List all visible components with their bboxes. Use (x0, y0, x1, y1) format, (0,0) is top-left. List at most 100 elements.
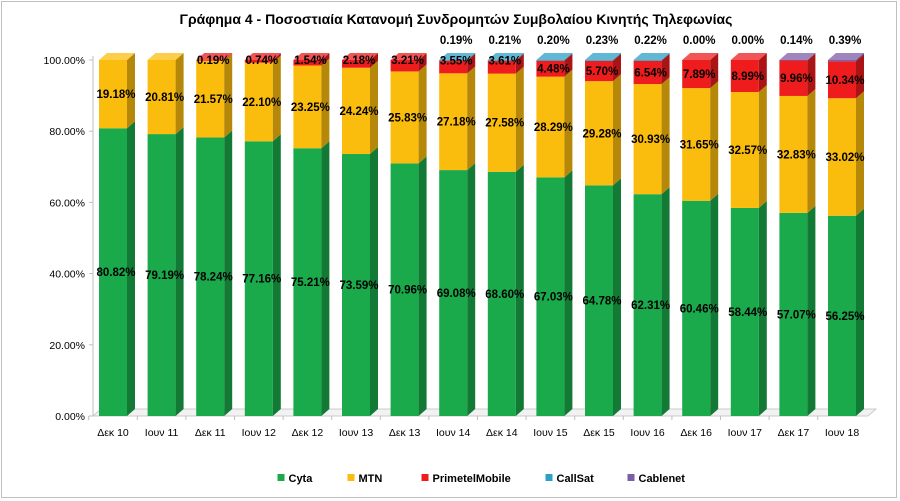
bar-side-cyta (710, 193, 719, 416)
x-tick-label: Ιουν 16 (630, 427, 665, 439)
data-label-callsat: 0.00% (731, 35, 764, 47)
data-label-primetelmobile: 3.55% (440, 56, 473, 68)
data-label-cyta: 78.24% (194, 272, 233, 284)
x-tick-label: Δεκ 10 (97, 427, 129, 439)
bar-side-mtn (515, 66, 524, 172)
legend-swatch (627, 474, 635, 481)
data-label-mtn: 29.28% (582, 128, 621, 140)
data-label-cyta: 73.59% (339, 280, 378, 292)
bar-side-primetelmobile (418, 53, 427, 72)
data-label-mtn: 30.93% (631, 134, 670, 146)
legend-label: Cablenet (639, 473, 686, 485)
data-label-cyta: 75.21% (291, 277, 330, 289)
bar-segment-callsat (585, 60, 613, 61)
bar-segment-primetelmobile (536, 60, 565, 77)
x-tick-label: Δεκ 14 (486, 427, 518, 439)
legend-swatch (347, 474, 355, 481)
bar-top-cap (390, 53, 427, 60)
chart-title: Γράφημα 4 - Ποσοστιαία Κατανομή Συνδρομη… (180, 11, 733, 27)
legend-swatch (545, 474, 553, 481)
x-tick-label: Ιουν 18 (825, 427, 860, 439)
bar-segment-cyta (196, 137, 225, 416)
data-label-mtn: 19.18% (96, 89, 135, 101)
legend-swatch (421, 474, 429, 481)
bar-14 (730, 53, 767, 416)
bar-side-mtn (807, 88, 816, 213)
bar-segment-cyta (147, 134, 176, 416)
x-tick-label: Δεκ 13 (389, 427, 421, 439)
bar-segment-primetelmobile (244, 60, 273, 63)
bar-side-callsat (564, 53, 573, 61)
bar-12 (633, 53, 670, 416)
bar-15 (779, 53, 816, 416)
bar-segment-cyta (390, 163, 419, 416)
bar-segment-mtn (536, 76, 565, 178)
bar-side-callsat (515, 53, 524, 61)
x-tick-label: Ιουν 17 (728, 427, 763, 439)
bar-8 (439, 53, 476, 416)
data-label-cablenet: 0.14% (780, 35, 813, 47)
data-label-mtn: 21.57% (194, 94, 233, 106)
bar-side-cyta (515, 164, 524, 416)
bar-side-mtn (856, 91, 864, 216)
data-label-primetelmobile: 1.54% (294, 55, 327, 67)
data-label-callsat: 0.00% (683, 35, 716, 47)
data-label-mtn: 24.24% (339, 106, 378, 118)
bar-side-cyta (175, 127, 184, 416)
data-label-mtn: 32.83% (777, 149, 816, 161)
y-tick-label: 60.00% (49, 197, 85, 209)
bar-top-cap (633, 53, 670, 60)
x-tick-label: Ιουν 14 (436, 427, 471, 439)
bar-9 (487, 53, 524, 416)
bar-side-primetelmobile (710, 53, 719, 89)
bar-segment-primetelmobile (779, 60, 808, 96)
bar-side-mtn (321, 58, 330, 149)
bar-side-primetelmobile (758, 53, 767, 93)
bar-segment-primetelmobile (730, 60, 759, 93)
bar-4 (244, 53, 281, 416)
data-label-cyta: 64.78% (582, 296, 621, 308)
bar-segment-cyta (99, 128, 127, 416)
bar-11 (585, 53, 621, 416)
bar-segment-mtn (487, 73, 516, 172)
bar-side-primetelmobile (564, 53, 573, 77)
data-label-mtn: 31.65% (680, 139, 719, 151)
bar-top-cap (828, 53, 864, 60)
bar-segment-cyta (293, 148, 322, 417)
y-tick-label: 100.00% (44, 55, 85, 67)
x-tick-label: Δεκ 12 (292, 427, 324, 439)
bar-top-cap (439, 53, 476, 60)
data-label-primetelmobile: 8.99% (731, 71, 764, 83)
bar-segment-cablenet (828, 60, 856, 62)
bar-segment-cyta (244, 141, 273, 416)
bar-1 (99, 53, 135, 417)
bar-top-cap (293, 53, 330, 60)
bar-side-mtn (758, 85, 767, 208)
legend-item-callsat: CallSat (545, 473, 595, 485)
bar-top-cap (147, 53, 184, 60)
bar-top-cap (585, 53, 621, 61)
bar-segment-callsat (439, 60, 468, 61)
bar-10 (536, 53, 573, 416)
bar-side-mtn (564, 69, 573, 178)
data-label-cyta: 57.07% (777, 309, 816, 321)
bar-13 (682, 53, 719, 416)
x-axis-ticks: Δεκ 10 Ιουν 11 Δεκ 11 Ιουν 12 Δεκ 12 Ιουν 13 Δ… (88, 416, 860, 439)
bar-segment-primetelmobile (585, 60, 613, 82)
bar-side-primetelmobile (467, 53, 476, 74)
legend-label: CallSat (557, 473, 595, 485)
bar-side-mtn (127, 53, 135, 129)
bar-segment-mtn (390, 71, 419, 164)
data-label-callsat: 0.23% (586, 35, 619, 47)
x-tick-label: Ιουν 11 (145, 427, 179, 439)
bar-side-primetelmobile (807, 53, 816, 96)
data-label-mtn: 20.81% (145, 92, 184, 104)
data-label-primetelmobile: 2.18% (343, 55, 376, 67)
bar-top-cap (342, 52, 378, 60)
bar-side-primetelmobile (272, 53, 281, 63)
bar-5 (293, 53, 330, 417)
data-label-mtn: 23.25% (291, 102, 330, 114)
bar-segment-primetelmobile (439, 60, 468, 74)
bar-segment-mtn (439, 73, 468, 171)
